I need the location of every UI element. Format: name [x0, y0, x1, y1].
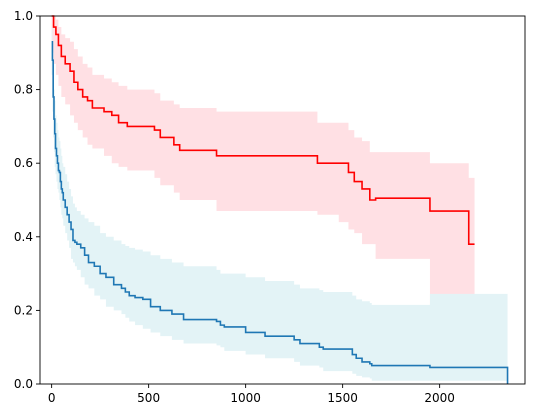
axes-frame	[39, 15, 526, 385]
y-tick-label: 0.2	[14, 303, 33, 317]
x-tick-label: 2000	[424, 391, 455, 405]
y-tick-label: 0.4	[14, 230, 33, 244]
axes: 0 500 1000 1500 2000 0.0 0.2 0.4 0.6 0.8 1.0	[14, 9, 526, 405]
x-tick-label: 1000	[230, 391, 261, 405]
series-1-line	[51, 15, 475, 245]
y-tick-label: 0.0	[14, 377, 33, 391]
x-tick-label: 0	[48, 391, 56, 405]
y-tick-label: 1.0	[14, 9, 33, 23]
series-1-confidence-band	[51, 16, 475, 315]
x-tick-label: 1500	[327, 391, 358, 405]
x-tick-label: 500	[137, 391, 160, 405]
y-tick-label: 0.6	[14, 156, 33, 170]
series-2-confidence-band	[51, 27, 508, 381]
plot-area	[51, 15, 509, 384]
y-tick-label: 0.8	[14, 83, 33, 97]
series-2-line	[51, 40, 509, 384]
